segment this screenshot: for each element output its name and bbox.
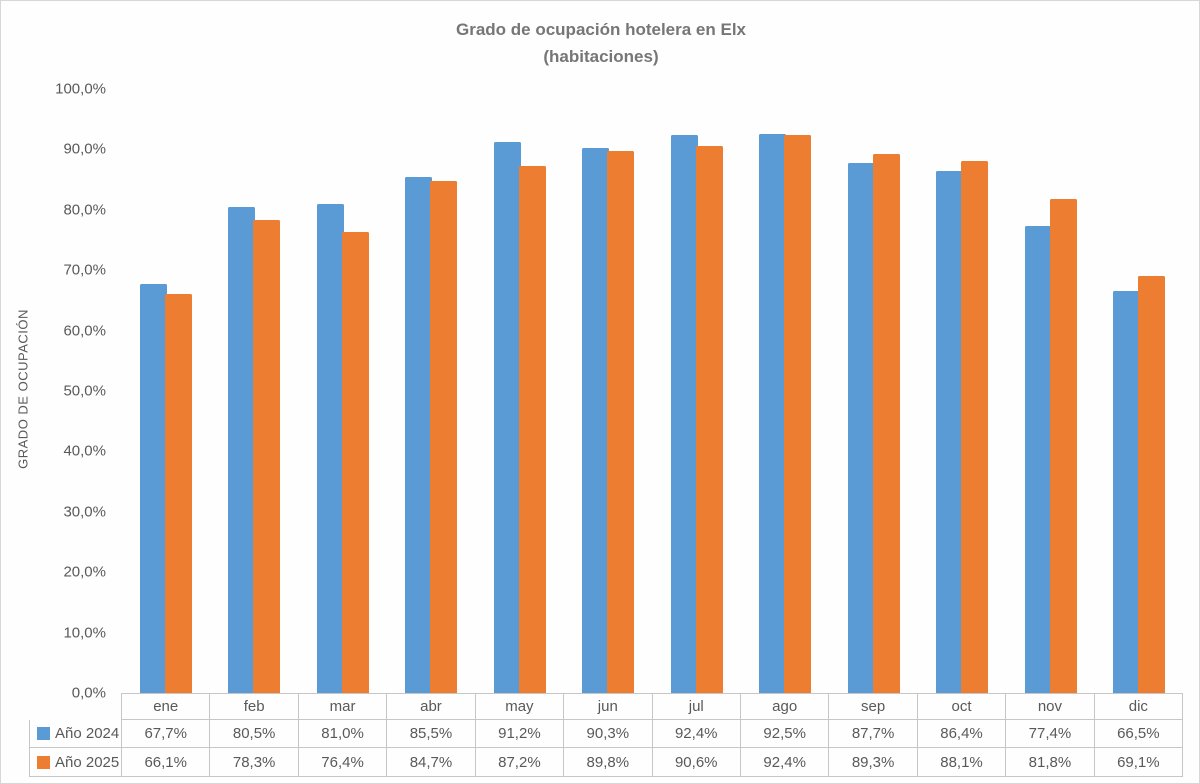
table-month-header: dic (1093, 693, 1184, 720)
table-month-header: mar (297, 693, 387, 720)
table-value-cell: 90,3% (563, 720, 652, 748)
bar-año-2025-nov[interactable] (1049, 198, 1077, 693)
legend-swatch-icon (37, 755, 50, 769)
y-tick-label: 70,0% (63, 261, 106, 279)
table-value-cell: 92,5% (739, 720, 829, 748)
table-value-cell: 76,4% (297, 748, 387, 777)
table-value-cell: 81,8% (1005, 748, 1094, 777)
bar-año-2024-dic[interactable] (1113, 291, 1140, 693)
bar-año-2025-feb[interactable] (253, 220, 280, 693)
bar-año-2025-jun[interactable] (607, 150, 634, 693)
bar-año-2024-ene[interactable] (139, 284, 167, 693)
table-value-cell: 66,1% (121, 748, 210, 777)
chart-title: Grado de ocupación hotelera en Elx (habi… (1, 16, 1199, 70)
bar-año-2025-mar[interactable] (341, 231, 369, 693)
bar-año-2025-dic[interactable] (1138, 275, 1165, 693)
table-value-cell: 78,3% (209, 748, 298, 777)
table-value-cell: 85,5% (386, 720, 475, 748)
table-month-header: nov (1005, 693, 1094, 720)
bar-año-2024-may[interactable] (493, 142, 521, 693)
table-value-cell: 89,8% (563, 748, 652, 777)
bar-año-2024-sep[interactable] (847, 163, 875, 693)
y-tick-label: 40,0% (63, 442, 106, 460)
table-value-cell: 91,2% (474, 720, 564, 748)
table-value-cell: 81,0% (297, 720, 387, 748)
table-header-row: ene feb mar abr may jun jul ago sep oct nov dic (121, 693, 1184, 720)
table-value-cell: 69,1% (1093, 748, 1184, 777)
legend-label: Año 2024 (55, 725, 120, 742)
table-row-2024: Año 2024 67,7% 80,5% 81,0% 85,5% 91,2% 90,3% 92… (29, 720, 1184, 748)
bar-año-2025-may[interactable] (518, 166, 546, 693)
bar-año-2024-feb[interactable] (228, 206, 255, 693)
table-month-header: oct (916, 693, 1006, 720)
legend-key-año-2024: Año 2024 (29, 720, 121, 748)
table-value-cell: 66,5% (1093, 720, 1184, 748)
table-month-header: feb (209, 693, 298, 720)
chart-title-line1: Grado de ocupación hotelera en Elx (455, 20, 746, 39)
table-month-header: ene (121, 693, 210, 720)
y-tick-label: 90,0% (63, 140, 106, 158)
table-month-header: jun (563, 693, 652, 720)
y-tick-label: 10,0% (63, 624, 106, 642)
bar-año-2024-jul[interactable] (670, 134, 698, 693)
table-value-cell: 87,2% (474, 748, 564, 777)
y-tick-label: 100,0% (55, 80, 106, 98)
y-tick-label: 30,0% (63, 503, 106, 521)
legend-swatch-icon (37, 727, 50, 740)
bar-año-2025-oct[interactable] (961, 160, 988, 693)
table-month-header: may (474, 693, 564, 720)
table-row-2025: Año 2025 66,1% 78,3% 76,4% 84,7% 87,2% 89,8% 90… (29, 748, 1184, 777)
legend-label: Año 2025 (55, 753, 120, 771)
y-tick-label: 20,0% (63, 563, 106, 581)
table-value-cell: 88,1% (916, 748, 1006, 777)
bar-año-2024-mar[interactable] (316, 203, 344, 693)
table-value-cell: 80,5% (209, 720, 298, 748)
table-value-cell: 86,4% (916, 720, 1006, 748)
table-month-header: jul (651, 693, 740, 720)
bar-año-2025-jul[interactable] (695, 145, 723, 693)
bar-año-2024-abr[interactable] (405, 176, 432, 693)
chart-title-line2: (habitaciones) (543, 47, 659, 66)
table-month-header: ago (739, 693, 829, 720)
table-month-header: abr (386, 693, 475, 720)
y-tick-label: 80,0% (63, 201, 106, 219)
table-value-cell: 84,7% (386, 748, 475, 777)
bar-año-2025-ene[interactable] (164, 293, 192, 693)
y-tick-label: 60,0% (63, 322, 106, 340)
bar-año-2024-ago[interactable] (759, 134, 786, 693)
table-value-cell: 89,3% (828, 748, 917, 777)
bar-año-2024-nov[interactable] (1024, 225, 1052, 693)
table-value-cell: 90,6% (651, 748, 740, 777)
table-value-cell: 67,7% (121, 720, 210, 748)
table-value-cell: 77,4% (1005, 720, 1094, 748)
bar-año-2025-abr[interactable] (430, 181, 457, 693)
y-tick-label: 0,0% (71, 684, 106, 702)
bar-año-2025-sep[interactable] (872, 153, 900, 693)
table-month-header: sep (828, 693, 917, 720)
bar-año-2024-jun[interactable] (582, 147, 609, 693)
table-value-cell: 92,4% (739, 748, 829, 777)
table-value-cell: 92,4% (651, 720, 740, 748)
table-value-cell: 87,7% (828, 720, 917, 748)
legend-key-año-2025: Año 2025 (29, 748, 121, 777)
bar-año-2025-ago[interactable] (784, 134, 811, 693)
y-tick-label: 50,0% (63, 382, 106, 400)
bar-año-2024-oct[interactable] (936, 171, 963, 693)
